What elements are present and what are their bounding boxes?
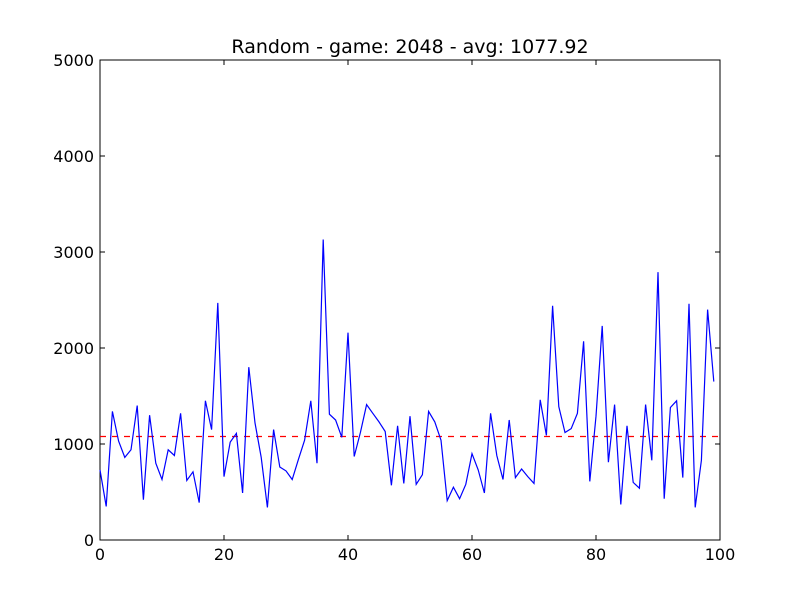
plot-frame [99, 59, 721, 541]
y-tick-label: 2000 [53, 339, 94, 358]
chart-title: Random - game: 2048 - avg: 1077.92 [231, 36, 588, 58]
x-tick-label: 40 [338, 545, 358, 564]
x-tick-label: 60 [462, 545, 482, 564]
score-line [99, 239, 715, 508]
y-tick-label: 1000 [53, 435, 94, 454]
plot-area [99, 59, 721, 541]
x-tick-label: 20 [214, 545, 234, 564]
x-tick-label: 100 [705, 545, 736, 564]
x-axis: 0 20 40 60 80 100 [95, 60, 735, 564]
y-tick-label: 5000 [53, 51, 94, 70]
x-tick-label: 80 [586, 545, 606, 564]
data-line-layer [99, 239, 715, 508]
y-tick-label: 3000 [53, 243, 94, 262]
y-tick-label: 4000 [53, 147, 94, 166]
x-tick-label: 0 [95, 545, 105, 564]
y-axis: 0 1000 2000 3000 4000 5000 [53, 51, 720, 550]
y-tick-label: 0 [84, 531, 94, 550]
